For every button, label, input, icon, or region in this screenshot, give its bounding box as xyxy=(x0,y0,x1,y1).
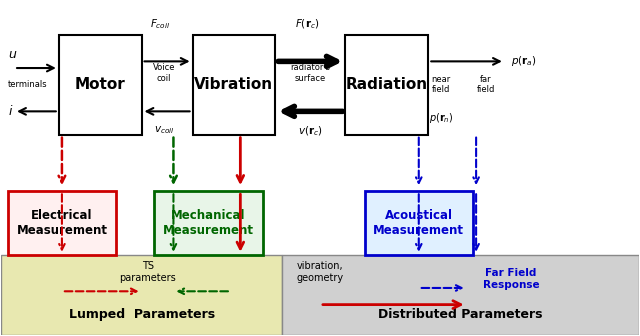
Bar xyxy=(346,35,428,135)
Bar xyxy=(365,191,473,255)
Text: far
field: far field xyxy=(477,75,495,94)
Text: vibration,
geometry: vibration, geometry xyxy=(296,261,344,283)
Text: Acoustical
Measurement: Acoustical Measurement xyxy=(373,209,464,237)
Text: Distributed Parameters: Distributed Parameters xyxy=(378,308,543,321)
Text: Far Field
Response: Far Field Response xyxy=(483,268,540,290)
Text: Motor: Motor xyxy=(75,77,125,92)
Text: Lumped  Parameters: Lumped Parameters xyxy=(68,308,214,321)
Bar xyxy=(8,191,116,255)
Text: $F(\mathbf{r}_c)$: $F(\mathbf{r}_c)$ xyxy=(294,18,319,31)
Bar xyxy=(193,35,275,135)
Bar xyxy=(1,255,282,335)
Text: Radiation: Radiation xyxy=(346,77,428,92)
Text: Voice
coil: Voice coil xyxy=(152,63,175,83)
Text: $v_{coil}$: $v_{coil}$ xyxy=(154,125,174,136)
Text: $i$: $i$ xyxy=(8,104,13,118)
Text: Electrical
Measurement: Electrical Measurement xyxy=(17,209,108,237)
Bar xyxy=(282,255,639,335)
Text: $F_{coil}$: $F_{coil}$ xyxy=(150,17,171,31)
Text: terminals: terminals xyxy=(8,80,47,89)
Text: TS
parameters: TS parameters xyxy=(120,261,177,283)
Text: $u$: $u$ xyxy=(8,48,17,61)
Text: Mechanical
Measurement: Mechanical Measurement xyxy=(163,209,254,237)
Text: $p(\mathbf{r}_n)$: $p(\mathbf{r}_n)$ xyxy=(429,111,453,125)
Text: Vibration: Vibration xyxy=(195,77,273,92)
Bar xyxy=(59,35,141,135)
Bar xyxy=(154,191,262,255)
Text: radiator's
surface: radiator's surface xyxy=(291,63,330,83)
Text: $v(\mathbf{r}_c)$: $v(\mathbf{r}_c)$ xyxy=(298,125,323,138)
Text: near
field: near field xyxy=(431,75,451,94)
Text: $p(\mathbf{r}_a)$: $p(\mathbf{r}_a)$ xyxy=(511,54,537,68)
